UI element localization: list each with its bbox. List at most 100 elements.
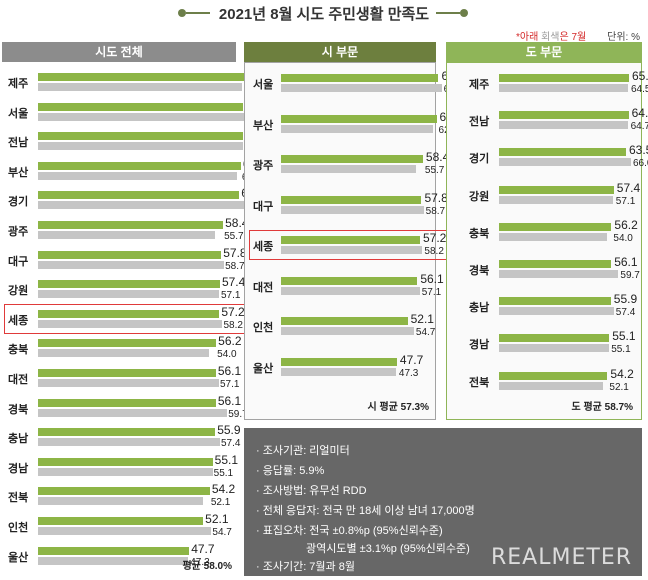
bar-august xyxy=(38,221,224,229)
category-label: 전북 xyxy=(8,492,29,505)
average-label: 도 평균 58.7% xyxy=(571,402,633,413)
bar-july xyxy=(38,201,248,210)
bar-august xyxy=(38,339,217,348)
row-prov-5: 경북 56.1 59.7 xyxy=(447,255,641,281)
value-august: 56.1 xyxy=(420,271,444,286)
bar-august xyxy=(499,222,612,231)
value-july: 54.0 xyxy=(613,232,633,244)
value-july: 55.7 xyxy=(424,165,445,176)
category-label: 전남 xyxy=(8,137,29,150)
value-july: 57.4 xyxy=(615,307,636,319)
value-july: 54.7 xyxy=(212,527,232,538)
value-august: 52.1 xyxy=(205,512,229,526)
row-all-7: 강원 57.4 57.1 xyxy=(2,276,245,301)
average-label: 평균 58.0% xyxy=(182,561,232,572)
bar-august xyxy=(38,132,244,141)
row-prov-3: 강원 57.4 57.1 xyxy=(447,182,641,207)
category-label: 전남 xyxy=(469,116,490,129)
panel-provinces: 도 부문 제주 65.064.5 전남 64.864.7 경기 63.566.0 강원 57.… xyxy=(446,42,648,420)
category-label: 세종 xyxy=(8,314,29,327)
panel-provinces-body: 제주65.064.5전남64.864.7경기63.566.0강원57.457.1… xyxy=(446,62,648,420)
bar-july xyxy=(499,195,614,204)
row-all-3: 부산64.062.7 xyxy=(2,158,266,183)
bar-august xyxy=(499,371,608,380)
value-august: 56.1 xyxy=(217,393,242,408)
category-label: 경북 xyxy=(8,403,29,416)
info-respondents: · 전체 응답자: 전국 만 18세 이상 남녀 17,000명 xyxy=(256,505,475,517)
bar-july xyxy=(281,165,417,173)
category-label: 울산 xyxy=(253,362,274,375)
row-city-2: 광주 58.4 55.7 xyxy=(245,151,449,176)
row-city-0: 서울64.866.1 xyxy=(245,70,465,95)
category-label: 부산 xyxy=(8,166,29,179)
bar-july xyxy=(38,438,220,447)
row-prov-8: 전북 54.2 52.1 xyxy=(447,368,641,393)
info-period: · 조사기간: 7월과 8월 xyxy=(256,561,355,573)
bar-august xyxy=(281,276,418,285)
row-city-6: 인천 52.1 54.7 xyxy=(245,313,436,338)
category-label: 서울 xyxy=(8,107,29,120)
value-august: 56.2 xyxy=(218,334,242,349)
bar-july xyxy=(499,344,610,353)
row-all-9: 충북 56.2 54.0 xyxy=(2,335,242,360)
value-july: 54.7 xyxy=(415,327,436,338)
row-all-10: 대전 56.1 57.1 xyxy=(2,365,241,390)
category-label: 충남 xyxy=(469,302,490,315)
title-left-line xyxy=(186,12,210,14)
category-label: 대전 xyxy=(253,281,274,294)
bar-august xyxy=(499,260,612,268)
row-all-13: 경남 55.1 55.1 xyxy=(2,452,239,479)
row-all-16: 울산 47.7 47.3 xyxy=(2,541,236,568)
bar-august xyxy=(38,250,222,259)
row-all-6: 대구 57.8 58.7 xyxy=(2,247,247,272)
value-august: 55.1 xyxy=(214,452,239,467)
bar-august xyxy=(281,195,422,204)
value-august: 56.1 xyxy=(614,255,638,269)
row-prov-0: 제주 65.064.5 xyxy=(447,70,648,95)
value-august: 47.7 xyxy=(191,541,215,556)
value-july: 57.1 xyxy=(421,286,442,298)
bar-july xyxy=(281,327,414,335)
bar-august xyxy=(38,487,210,496)
category-label: 대구 xyxy=(8,255,29,268)
category-label: 충북 xyxy=(8,344,29,357)
row-city-7: 울산 47.7 47.3 xyxy=(245,354,435,379)
category-label: 충남 xyxy=(8,433,29,446)
bar-july xyxy=(38,408,228,417)
value-august: 54.2 xyxy=(211,482,236,497)
info-method: · 조사방법: 유무선 RDD xyxy=(256,485,367,497)
row-prov-4: 충북 56.2 54.0 xyxy=(447,217,641,244)
row-all-5: 광주 58.4 55.7 xyxy=(2,217,248,242)
row-all-8: 세종 57.2 58.2 xyxy=(2,303,251,334)
value-august: 57.2 xyxy=(422,231,447,245)
value-august: 55.1 xyxy=(612,329,636,344)
bar-august xyxy=(281,236,420,244)
bar-july xyxy=(499,232,607,241)
bar-august xyxy=(38,309,220,318)
info-agency: · 조사기관: 리얼미터 xyxy=(256,445,350,457)
category-label: 광주 xyxy=(8,226,29,238)
info-response-rate: · 응답률: 5.9% xyxy=(256,465,325,477)
bar-august xyxy=(38,161,241,170)
bar-july xyxy=(281,246,423,254)
category-label: 울산 xyxy=(8,551,29,564)
bar-july xyxy=(38,260,225,269)
title-left-dot-icon xyxy=(178,9,186,17)
row-city-3: 대구 57.8 58.7 xyxy=(245,192,448,217)
category-label: 경남 xyxy=(8,462,29,475)
row-all-15: 인천 52.1 54.7 xyxy=(2,512,236,538)
row-city-4: 세종 57.2 58.2 xyxy=(245,230,451,260)
bar-july xyxy=(38,319,223,328)
category-label: 경북 xyxy=(469,265,490,277)
row-prov-6: 충남 55.9 57.4 xyxy=(447,293,641,319)
category-label: 경남 xyxy=(469,339,490,352)
category-label: 제주 xyxy=(469,79,490,91)
legend-note: *아래 회색은 7월 xyxy=(516,28,586,43)
value-august: 56.2 xyxy=(614,217,638,232)
category-label: 세종 xyxy=(253,241,274,253)
bar-july xyxy=(281,367,396,376)
